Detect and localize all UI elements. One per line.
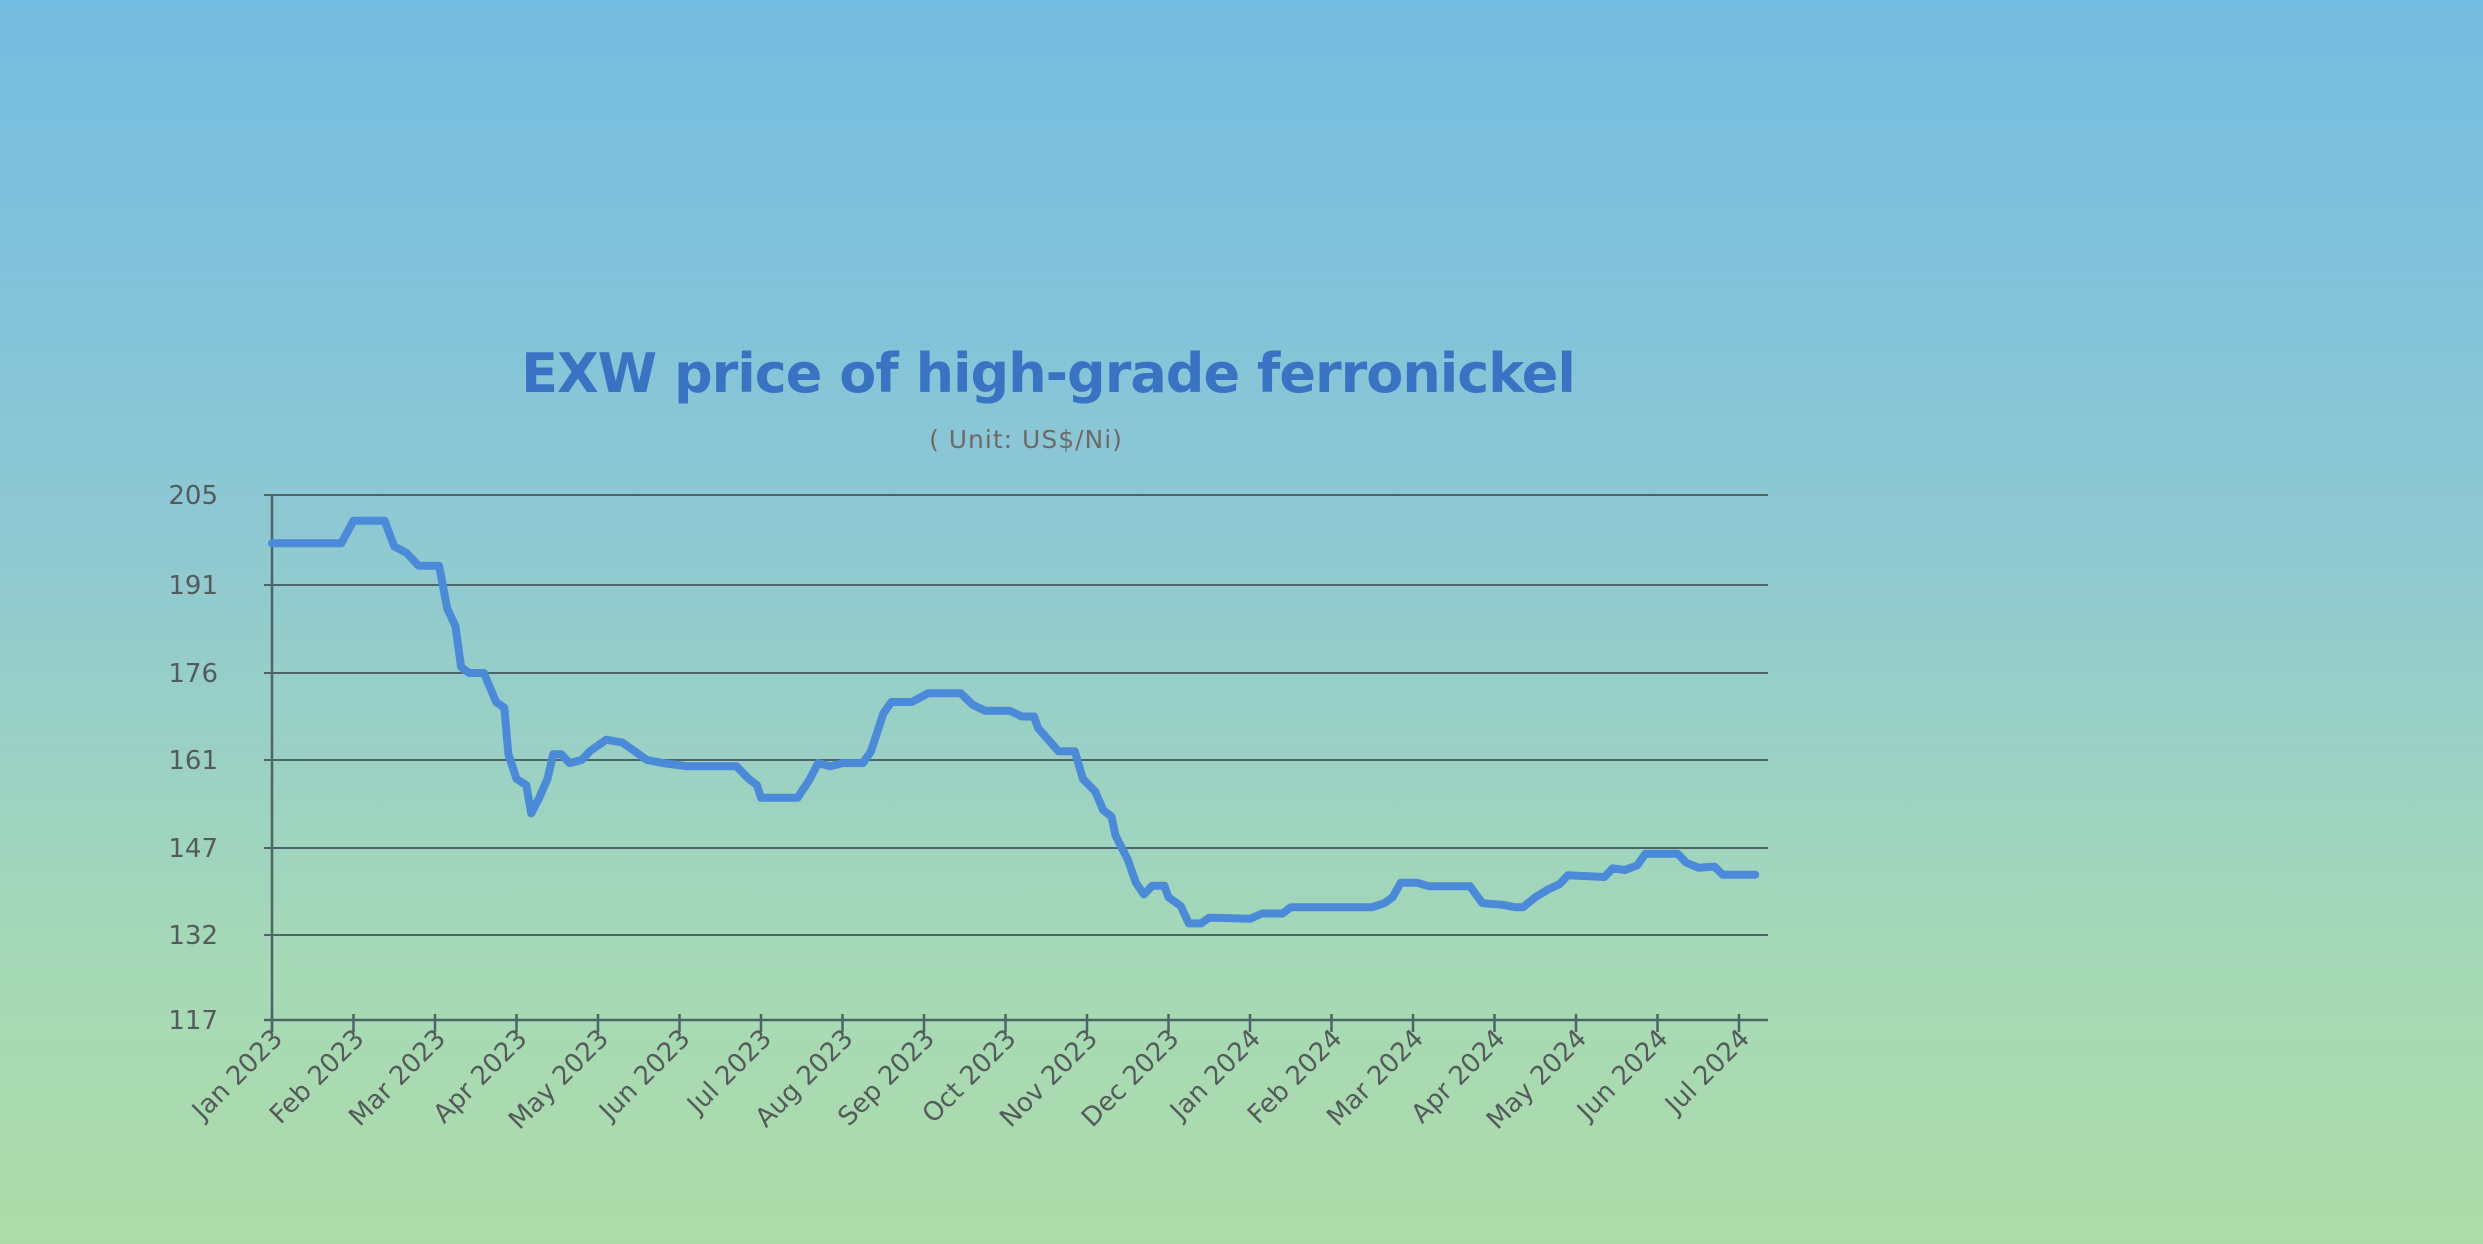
y-tick-label: 117	[168, 1006, 218, 1036]
y-tick-label: 205	[168, 481, 218, 511]
y-tick-label: 191	[168, 571, 218, 601]
price-line	[268, 516, 1760, 928]
y-tick-label: 176	[168, 659, 218, 689]
y-tick-label: 132	[168, 921, 218, 951]
y-tick-label: 161	[168, 746, 218, 776]
y-axis-ticks: 205 191 176 161 147 132 117	[168, 481, 218, 1036]
chart-title: EXW price of high-grade ferronickel	[521, 342, 1575, 405]
gridlines	[264, 494, 1768, 1022]
chart-subtitle: ( Unit: US$/Ni)	[929, 425, 1123, 454]
x-tick-label: Jul 2024	[1659, 1024, 1756, 1121]
y-tick-label: 147	[168, 834, 218, 864]
